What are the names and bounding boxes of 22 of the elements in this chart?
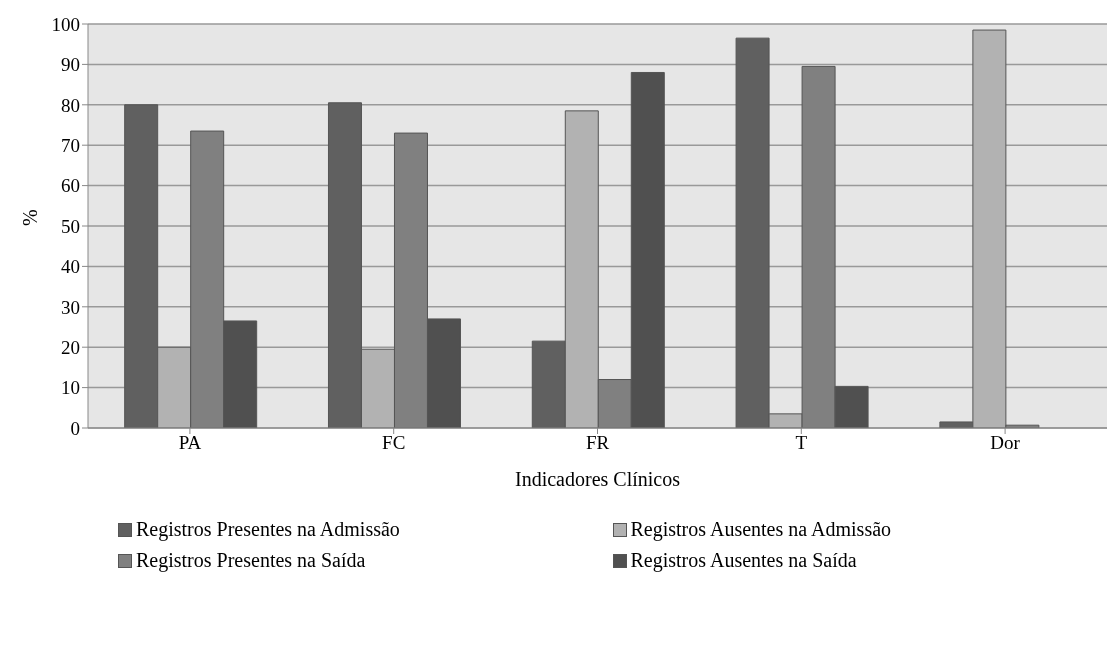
y-tick-label: 80 [61, 94, 80, 116]
y-tick-label: 100 [51, 13, 80, 35]
y-tick-label: 30 [61, 296, 80, 318]
x-tick-label: T [795, 432, 808, 454]
y-tick-label: 10 [61, 377, 80, 399]
legend-label: Registros Ausentes na Admissão [630, 518, 892, 541]
y-tick-label: 60 [61, 175, 80, 197]
y-tick-label: 40 [61, 256, 80, 278]
x-tick-label: FR [585, 432, 610, 454]
y-tick-label: 0 [70, 417, 80, 439]
legend-label: Registros Ausentes na Saída [630, 549, 857, 572]
x-tick-label: FC [382, 432, 406, 454]
x-axis-title: Indicadores Clínicos [515, 468, 681, 490]
x-tick-label: Dor [990, 432, 1021, 454]
legend-label: Registros Presentes na Admissão [136, 518, 400, 541]
y-axis-title: % [19, 209, 42, 226]
y-tick-label: 20 [61, 336, 80, 358]
x-tick-label: PA [178, 432, 202, 454]
y-tick-label: 90 [61, 54, 80, 76]
y-tick-label: 70 [61, 134, 80, 156]
legend-label: Registros Presentes na Saída [136, 549, 366, 572]
y-tick-label: 50 [61, 215, 80, 237]
